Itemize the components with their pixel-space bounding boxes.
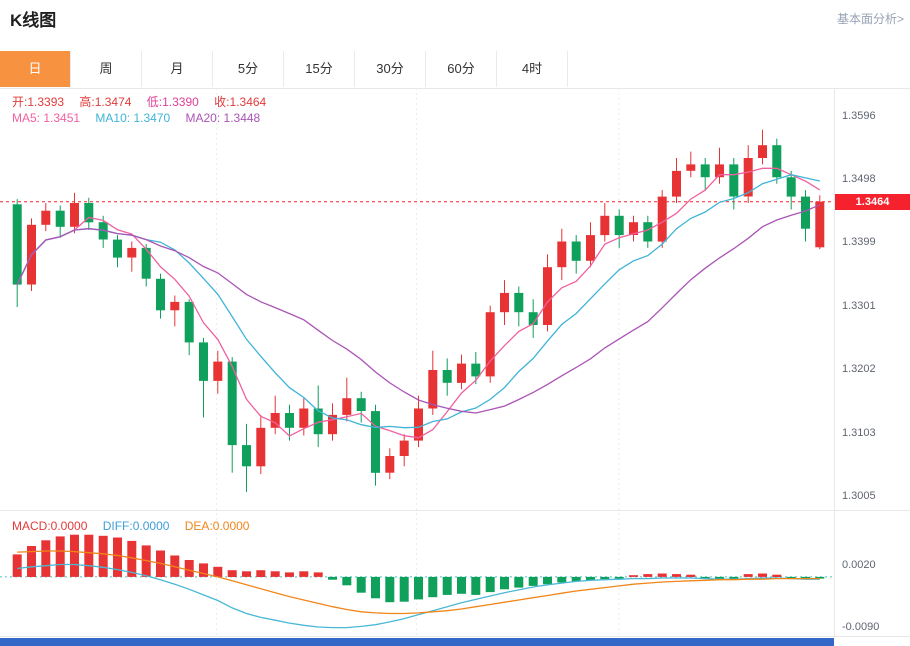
diff-value: DIFF:0.0000 bbox=[102, 519, 170, 533]
price-axis-label: 1.3301 bbox=[842, 300, 876, 312]
open-value: 开:1.3393 bbox=[12, 95, 65, 109]
macd-info: MACD:0.0000 DIFF:0.0000 DEA:0.0000 bbox=[12, 519, 261, 533]
kline-chart-canvas[interactable] bbox=[0, 88, 910, 636]
macd-axis-label: 0.0020 bbox=[842, 559, 876, 571]
current-price-tag: 1.3464 bbox=[835, 194, 910, 210]
ma-info: MA5: 1.3451 MA10: 1.3470 MA20: 1.3448 bbox=[12, 111, 272, 125]
price-axis-label: 1.3399 bbox=[842, 236, 876, 248]
tab-day[interactable]: 日 bbox=[0, 51, 71, 87]
price-axis-label: 1.3596 bbox=[842, 110, 876, 122]
tab-15min[interactable]: 15分 bbox=[284, 51, 355, 87]
price-axis-label: 1.3498 bbox=[842, 173, 876, 185]
ma5-value: MA5: 1.3451 bbox=[12, 111, 81, 125]
ma20-value: MA20: 1.3448 bbox=[185, 111, 261, 125]
timeframe-tabs: 日 周 月 5分 15分 30分 60分 4时 bbox=[0, 51, 568, 87]
dea-value: DEA:0.0000 bbox=[184, 519, 250, 533]
ma10-value: MA10: 1.3470 bbox=[95, 111, 171, 125]
axis-divider bbox=[834, 88, 835, 636]
chart-bottom-border bbox=[0, 636, 910, 637]
low-value: 低:1.3390 bbox=[146, 95, 199, 109]
close-value: 收:1.3464 bbox=[214, 95, 267, 109]
macd-axis-label: -0.0090 bbox=[842, 621, 880, 633]
tab-4hour[interactable]: 4时 bbox=[497, 51, 568, 87]
high-value: 高:1.3474 bbox=[79, 95, 132, 109]
tab-60min[interactable]: 60分 bbox=[426, 51, 497, 87]
chart-top-border bbox=[0, 88, 910, 89]
tab-month[interactable]: 月 bbox=[142, 51, 213, 87]
price-axis-label: 1.3103 bbox=[842, 427, 876, 439]
pane-divider bbox=[0, 510, 910, 511]
tab-5min[interactable]: 5分 bbox=[213, 51, 284, 87]
ohlc-info: 开:1.3393 高:1.3474 低:1.3390 收:1.3464 bbox=[12, 93, 278, 110]
chart-scrollbar[interactable] bbox=[0, 638, 834, 646]
tab-30min[interactable]: 30分 bbox=[355, 51, 426, 87]
page-title: K线图 bbox=[10, 11, 57, 30]
fundamental-analysis-link[interactable]: 基本面分析> bbox=[836, 12, 904, 26]
price-axis-label: 1.3005 bbox=[842, 490, 876, 502]
tab-week[interactable]: 周 bbox=[71, 51, 142, 87]
price-axis-label: 1.3202 bbox=[842, 363, 876, 375]
macd-value: MACD:0.0000 bbox=[12, 519, 88, 533]
